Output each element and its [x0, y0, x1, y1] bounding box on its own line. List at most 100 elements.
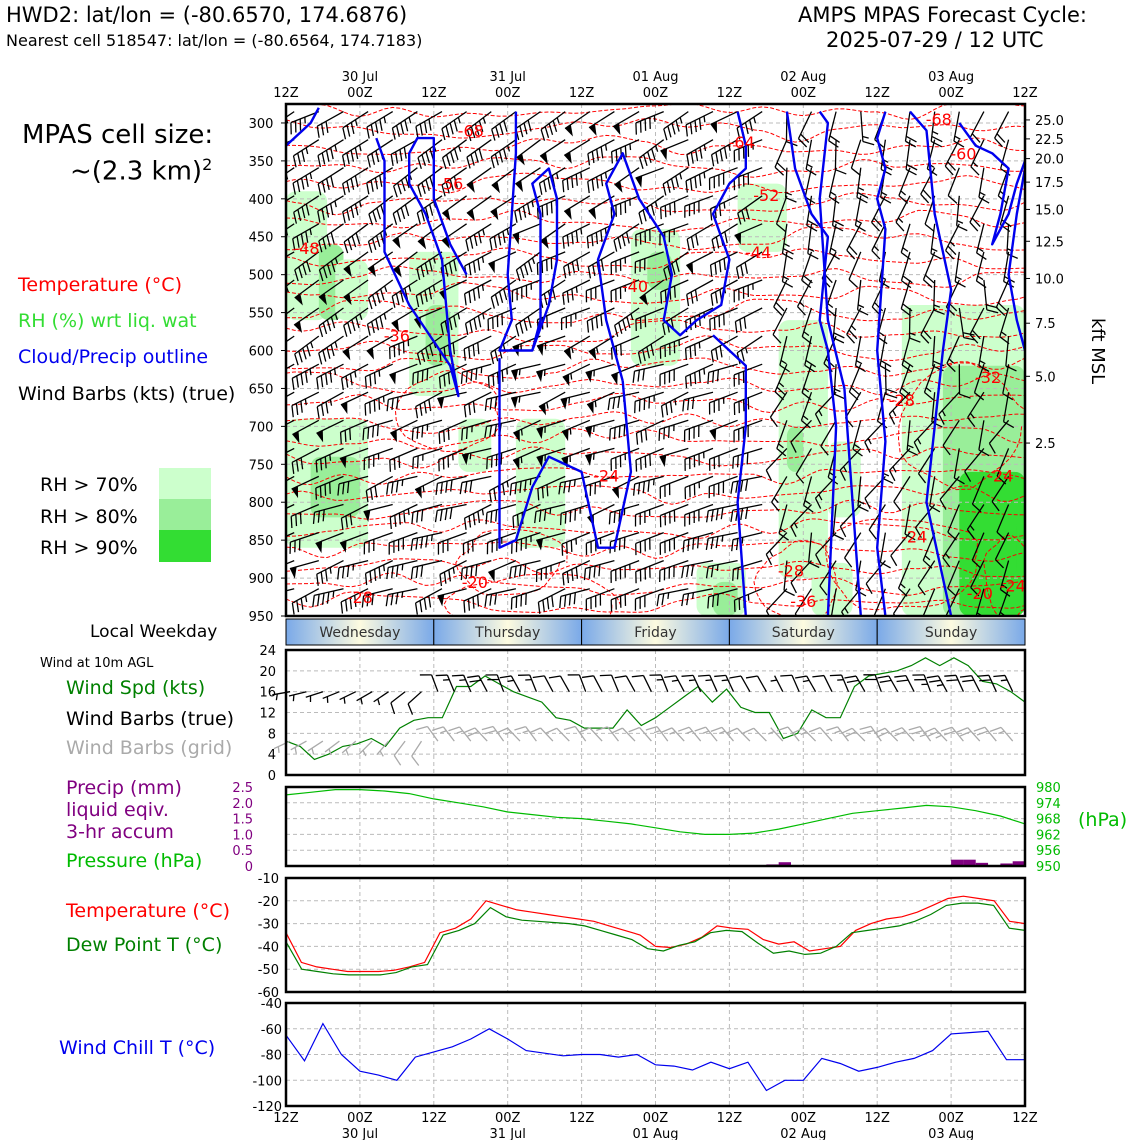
wind-barb-grid — [628, 726, 652, 742]
wind-barb-flag — [496, 727, 508, 734]
wind-barb-half-flag — [653, 115, 656, 122]
wind-barb-shaft — [996, 504, 1010, 533]
wind-barb-flag — [265, 211, 274, 223]
wind-barb-flag — [268, 627, 276, 639]
wind-barb-flag — [790, 525, 797, 538]
wind-barb-flag — [398, 512, 401, 525]
wind-barb-flag — [366, 182, 370, 195]
temperature-contour — [286, 541, 1025, 562]
wind-barb-flag — [971, 559, 982, 569]
wind-barb-flag — [472, 596, 475, 609]
wind-barb-flag — [420, 350, 426, 362]
wind-barb-flag — [374, 121, 379, 134]
wind-barb-flag — [722, 481, 725, 494]
wind-barb-shaft — [286, 307, 295, 327]
wind-barb-flag — [639, 232, 642, 245]
wind-barb-flag — [1003, 280, 1015, 288]
wind-barb-flag — [624, 594, 627, 606]
wind-barb-flag — [893, 501, 902, 512]
upper-wind-barb — [865, 560, 886, 595]
wind-barb-flag — [686, 294, 690, 307]
upper-wind-barb — [515, 111, 541, 141]
upper-wind-barb — [966, 504, 985, 540]
wind-barb-shaft — [888, 675, 899, 693]
wind-barb-pennant — [294, 293, 303, 306]
wind-barb-shaft — [709, 447, 738, 460]
upper-wind-barb — [512, 223, 541, 245]
cloud-outline-segment — [785, 111, 838, 616]
wind-barb-flag — [515, 269, 521, 282]
upper-wind-barb — [392, 223, 418, 249]
wind-barb-flag — [669, 203, 672, 216]
wind-barb-pennant — [588, 207, 597, 220]
upper-wind-barb — [954, 251, 966, 288]
wind-barb-shaft — [796, 279, 813, 307]
wind-barb-shaft — [634, 363, 664, 372]
wind-barb-flag — [523, 263, 529, 276]
wind-barb-flag — [415, 725, 428, 731]
wind-barb-flag — [294, 540, 296, 553]
wind-barb-flag — [337, 483, 340, 496]
wind-barb-shaft — [966, 504, 985, 530]
height-tick-label: 2.5 — [1035, 437, 1056, 452]
wind-barb-flag — [743, 316, 747, 329]
wind-barb-flag — [790, 582, 797, 594]
height-tick-label: 22.5 — [1035, 133, 1064, 148]
wind-barb-flag — [393, 185, 398, 198]
upper-wind-barb — [765, 447, 788, 481]
wind-barb-shaft — [994, 532, 1010, 560]
wind-barb-shaft — [440, 251, 467, 269]
wind-barb-flag — [299, 512, 302, 525]
wind-barb-flag — [673, 537, 676, 550]
wind-barb-shaft — [688, 726, 702, 742]
wind-barb-flag — [715, 152, 719, 164]
wind-barb-pennant — [437, 594, 445, 607]
wind-barb-shaft — [464, 251, 492, 267]
wind-barb-flag — [673, 509, 676, 522]
upper-wind-barb — [971, 532, 985, 569]
wind-barb-flag — [292, 155, 297, 168]
wind-barb-flag — [450, 479, 453, 492]
wind-barb-flag — [967, 417, 976, 428]
cloud-outline-segment — [712, 334, 747, 616]
wind-barb-flag — [386, 482, 389, 495]
wind-barb-grid — [841, 727, 866, 742]
wind-barb-flag — [922, 329, 932, 340]
wind-barb-flag — [639, 541, 642, 554]
wind-barb-shaft — [660, 674, 669, 692]
wind-barb-flag — [368, 540, 370, 553]
wind-barb-flag — [904, 533, 916, 541]
wind-barb-grid — [694, 726, 718, 742]
upper-wind-barb — [610, 447, 640, 471]
wind-barb-flag — [979, 679, 991, 682]
upper-wind-barb — [367, 279, 394, 310]
wind-barb-shaft — [937, 675, 948, 693]
wind-barb-flag — [421, 154, 426, 167]
wind-barb-flag — [350, 178, 355, 190]
upper-wind-barb — [857, 476, 869, 512]
wind-barb-flag — [920, 193, 930, 204]
wind-barb-flag — [340, 518, 344, 530]
wind-barb-flag — [986, 304, 998, 309]
wind-barb-flag — [302, 347, 307, 360]
wind-barb-flag — [546, 597, 550, 610]
wind-barb-flag — [619, 596, 622, 608]
upper-wind-barb — [339, 419, 369, 444]
wind-barb-pennant — [289, 566, 297, 579]
wind-barb-shaft — [561, 419, 591, 433]
upper-wind-barb — [417, 139, 443, 170]
upper-wind-barb — [538, 391, 566, 416]
wind-barb-flag — [812, 674, 825, 678]
wind-barb-flag — [402, 537, 404, 550]
wind-barb-half-flag — [949, 241, 956, 247]
wind-barb-flag — [800, 419, 811, 429]
wind-barb-flag — [912, 674, 925, 676]
wind-barb-flag — [345, 599, 348, 612]
wind-barb-flag — [424, 207, 430, 219]
upper-wind-barb — [411, 503, 443, 524]
upper-wind-barb — [815, 532, 837, 566]
upper-wind-barb — [930, 223, 942, 260]
wind-barb-flag — [879, 679, 892, 683]
wind-barb-shaft — [790, 419, 812, 443]
